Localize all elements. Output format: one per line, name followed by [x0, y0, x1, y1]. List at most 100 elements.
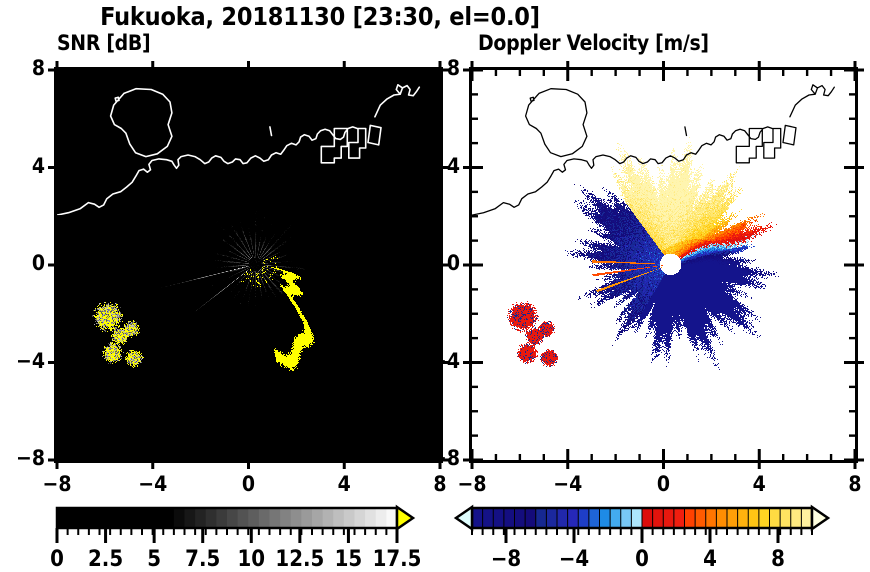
- colorbar-cell: [120, 508, 132, 528]
- colorbar-cell: [131, 508, 143, 528]
- colorbar-cell: [312, 508, 324, 528]
- colorbar-tick-label: 4: [703, 547, 717, 572]
- y-tick-label: −4: [16, 348, 45, 373]
- x-tick-label: −8: [42, 472, 72, 496]
- snr-colorbar[interactable]: [40, 500, 430, 543]
- colorbar-tick-label: 15: [334, 547, 363, 572]
- colorbar-cell: [790, 507, 803, 529]
- colorbar-tick-label: −4: [558, 547, 590, 572]
- y-tick-label: 4: [446, 153, 460, 178]
- colorbar-cell: [375, 508, 387, 528]
- colorbar-cell: [758, 507, 771, 529]
- colorbar-cell: [567, 507, 580, 529]
- colorbar-cell: [577, 507, 590, 529]
- colorbar-under-arrow: [453, 504, 474, 532]
- colorbar-cell: [630, 507, 643, 529]
- colorbar-cell: [482, 507, 495, 529]
- colorbar-cell: [290, 508, 302, 528]
- colorbar-over-arrow: [810, 504, 831, 532]
- colorbar-cell: [99, 508, 111, 528]
- colorbar-cell: [545, 507, 558, 529]
- colorbar-cell: [684, 507, 697, 529]
- x-tick-label: 0: [241, 472, 256, 496]
- colorbar-cell: [67, 508, 79, 528]
- colorbar-cell: [609, 507, 622, 529]
- x-tick-label: 8: [433, 472, 447, 496]
- y-tick-label: −8: [16, 446, 45, 470]
- colorbar-tick-label: 2.5: [88, 547, 124, 572]
- colorbar-cell: [333, 508, 345, 528]
- colorbar-cell: [195, 508, 207, 528]
- colorbar-cell: [184, 508, 196, 528]
- colorbar-cell: [258, 508, 270, 528]
- colorbar-cell: [322, 508, 334, 528]
- panel-title-doppler: Doppler Velocity [m/s]: [478, 31, 709, 55]
- colorbar-cell: [641, 507, 654, 529]
- colorbar-cell: [599, 507, 612, 529]
- colorbar-cell: [694, 507, 707, 529]
- doppler-coastline: [471, 84, 835, 216]
- colorbar-tick-label: 17.5: [372, 547, 422, 572]
- colorbar-tick-label: 0: [50, 547, 64, 572]
- y-tick-label: 0: [446, 251, 460, 275]
- colorbar-cell: [57, 508, 69, 528]
- y-tick-label: 0: [31, 251, 45, 275]
- colorbar-cell: [524, 507, 537, 529]
- colorbar-cell: [769, 507, 782, 529]
- colorbar-tick-label: −8: [490, 547, 522, 572]
- x-tick-label: −8: [457, 472, 487, 496]
- colorbar-cell: [620, 507, 633, 529]
- colorbar-cell: [173, 508, 185, 528]
- colorbar-cell: [747, 507, 760, 529]
- colorbar-cell: [492, 507, 505, 529]
- colorbar-cell: [737, 507, 750, 529]
- colorbar-cell: [705, 507, 718, 529]
- colorbar-cell: [779, 507, 792, 529]
- colorbar-cell: [227, 508, 239, 528]
- x-tick-label: 8: [848, 472, 862, 496]
- colorbar-cell: [216, 508, 228, 528]
- colorbar-cell: [163, 508, 175, 528]
- colorbar-cell: [673, 507, 686, 529]
- y-tick-label: −4: [431, 348, 460, 373]
- snr-coastline: [56, 84, 421, 216]
- colorbar-cell: [365, 508, 377, 528]
- colorbar-cell: [588, 507, 601, 529]
- colorbar-cell: [715, 507, 728, 529]
- colorbar-tick-label: 5: [147, 547, 162, 572]
- colorbar-tick-label: 12.5: [275, 547, 325, 572]
- colorbar-cell: [800, 507, 813, 529]
- snr-axis-ticks: [48, 61, 449, 469]
- colorbar-cell: [301, 508, 313, 528]
- colorbar-cell: [386, 508, 398, 528]
- colorbar-cell: [78, 508, 90, 528]
- colorbar-cell: [514, 507, 527, 529]
- colorbar-cell: [88, 508, 100, 528]
- x-tick-label: −4: [138, 472, 168, 496]
- x-tick-label: −4: [553, 472, 583, 496]
- colorbar-cell: [280, 508, 292, 528]
- colorbar-over-arrow: [395, 504, 416, 532]
- colorbar-cell: [237, 508, 249, 528]
- snr-plot-area[interactable]: [57, 70, 440, 460]
- colorbar-cell: [269, 508, 281, 528]
- colorbar-cell: [205, 508, 217, 528]
- x-tick-label: 4: [337, 472, 351, 496]
- colorbar-cell: [142, 508, 154, 528]
- colorbar-tick-label: 7.5: [185, 547, 221, 572]
- snr-radar-image: [57, 70, 440, 460]
- doppler-axis-ticks: [463, 61, 864, 469]
- colorbar-cell: [343, 508, 355, 528]
- x-tick-label: 4: [752, 472, 766, 496]
- colorbar-cell: [354, 508, 366, 528]
- colorbar-cell: [152, 508, 164, 528]
- y-tick-label: 4: [31, 153, 45, 178]
- doppler-colorbar[interactable]: [453, 500, 845, 543]
- doppler-plot-area[interactable]: [472, 70, 855, 460]
- y-tick-label: −8: [431, 446, 460, 470]
- colorbar-cell: [662, 507, 675, 529]
- colorbar-tick-label: 8: [771, 547, 785, 572]
- colorbar-cell: [556, 507, 569, 529]
- figure-title: Fukuoka, 20181130 [23:30, el=0.0]: [100, 2, 540, 31]
